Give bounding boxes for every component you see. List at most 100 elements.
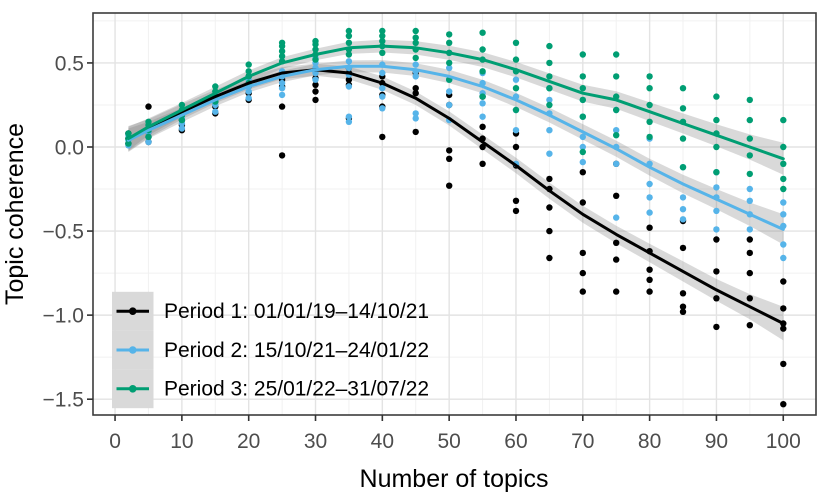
smooth-line-period-1 bbox=[126, 68, 785, 325]
data-point bbox=[512, 143, 520, 151]
data-point bbox=[379, 69, 386, 77]
data-point bbox=[679, 85, 687, 92]
smooth-line-period-3 bbox=[126, 44, 785, 161]
data-point bbox=[345, 51, 353, 58]
data-point bbox=[713, 268, 720, 275]
data-point bbox=[646, 180, 653, 188]
data-point bbox=[145, 103, 152, 110]
data-point bbox=[613, 256, 620, 263]
data-point bbox=[579, 51, 586, 58]
data-point bbox=[546, 73, 553, 80]
data-point bbox=[780, 325, 787, 332]
legend-key-point bbox=[128, 307, 137, 316]
data-point bbox=[746, 116, 753, 124]
data-point bbox=[679, 194, 687, 201]
data-point bbox=[646, 194, 653, 201]
data-point bbox=[679, 303, 687, 310]
data-point bbox=[312, 56, 319, 63]
x-axis-tick-label: 0 bbox=[109, 430, 121, 453]
x-axis-tick-label: 70 bbox=[571, 430, 594, 453]
data-point bbox=[679, 216, 687, 223]
data-point bbox=[613, 127, 620, 134]
data-point bbox=[479, 113, 486, 120]
data-point bbox=[746, 152, 753, 159]
data-point bbox=[780, 211, 787, 218]
data-point bbox=[512, 197, 520, 204]
data-point bbox=[780, 199, 787, 206]
data-point bbox=[713, 207, 720, 215]
data-point bbox=[412, 54, 419, 62]
data-point bbox=[613, 132, 620, 139]
data-point bbox=[479, 160, 486, 167]
data-point bbox=[646, 73, 653, 80]
data-point bbox=[713, 116, 720, 124]
legend-label-period-3: Period 3: 25/01/22–31/07/22 bbox=[164, 378, 429, 401]
data-point bbox=[512, 76, 520, 83]
data-point bbox=[679, 135, 687, 142]
data-point bbox=[379, 27, 386, 35]
data-point bbox=[646, 224, 653, 231]
data-point bbox=[412, 73, 419, 80]
x-axis-tick-label: 20 bbox=[237, 430, 260, 453]
ribbon-period-1 bbox=[128, 63, 784, 341]
data-point bbox=[713, 143, 720, 151]
data-point bbox=[245, 68, 252, 75]
data-point bbox=[746, 96, 753, 104]
data-point bbox=[613, 106, 620, 114]
data-point bbox=[780, 241, 787, 248]
data-point bbox=[379, 49, 386, 56]
data-point bbox=[579, 269, 586, 277]
data-point bbox=[245, 88, 252, 95]
confidence-ribbons bbox=[128, 39, 784, 341]
data-point bbox=[278, 103, 286, 110]
data-point bbox=[245, 61, 252, 68]
legend-label-period-1: Period 1: 01/01/19–14/10/21 bbox=[164, 300, 429, 323]
data-point bbox=[713, 323, 720, 331]
data-point bbox=[278, 53, 286, 60]
data-point bbox=[479, 46, 486, 53]
data-point bbox=[212, 108, 219, 115]
data-point bbox=[780, 278, 787, 285]
data-point bbox=[412, 110, 419, 117]
data-point bbox=[746, 135, 753, 142]
data-point bbox=[780, 185, 787, 193]
data-point bbox=[125, 130, 132, 137]
data-point bbox=[446, 64, 453, 72]
smooth-lines bbox=[126, 44, 785, 325]
data-point bbox=[646, 85, 653, 92]
data-point bbox=[512, 85, 520, 92]
data-point bbox=[780, 116, 787, 124]
data-point bbox=[145, 138, 152, 146]
data-point bbox=[679, 308, 687, 315]
y-axis-tick-label: −1.5 bbox=[43, 389, 84, 412]
data-point bbox=[679, 105, 687, 112]
data-point bbox=[278, 85, 286, 92]
data-point bbox=[713, 169, 720, 176]
data-point bbox=[713, 295, 720, 302]
data-point bbox=[546, 42, 553, 50]
data-point bbox=[579, 249, 586, 257]
data-point bbox=[546, 101, 553, 109]
data-point bbox=[613, 51, 620, 58]
data-point bbox=[546, 204, 553, 211]
data-point bbox=[746, 170, 753, 178]
x-axis-tick-label: 50 bbox=[437, 430, 460, 453]
data-point bbox=[379, 133, 386, 141]
data-point bbox=[145, 133, 152, 141]
data-point bbox=[613, 160, 620, 167]
panel-border bbox=[92, 12, 817, 416]
data-point bbox=[278, 79, 286, 87]
x-axis-tick-label: 10 bbox=[170, 430, 193, 453]
data-point bbox=[679, 244, 687, 252]
axis-ticks: 0 10 20 30 40 50 60 70 80 90 100 0.5 0.0 −0.5 −1.0 −1.5 bbox=[43, 52, 801, 453]
data-point bbox=[512, 39, 520, 46]
y-axis-title: Topic coherence bbox=[1, 123, 29, 305]
data-point bbox=[579, 133, 586, 141]
data-point bbox=[546, 150, 553, 157]
data-point bbox=[379, 85, 386, 92]
data-point bbox=[546, 127, 553, 134]
data-point bbox=[446, 155, 453, 162]
data-point bbox=[579, 73, 586, 80]
data-point bbox=[312, 76, 319, 83]
